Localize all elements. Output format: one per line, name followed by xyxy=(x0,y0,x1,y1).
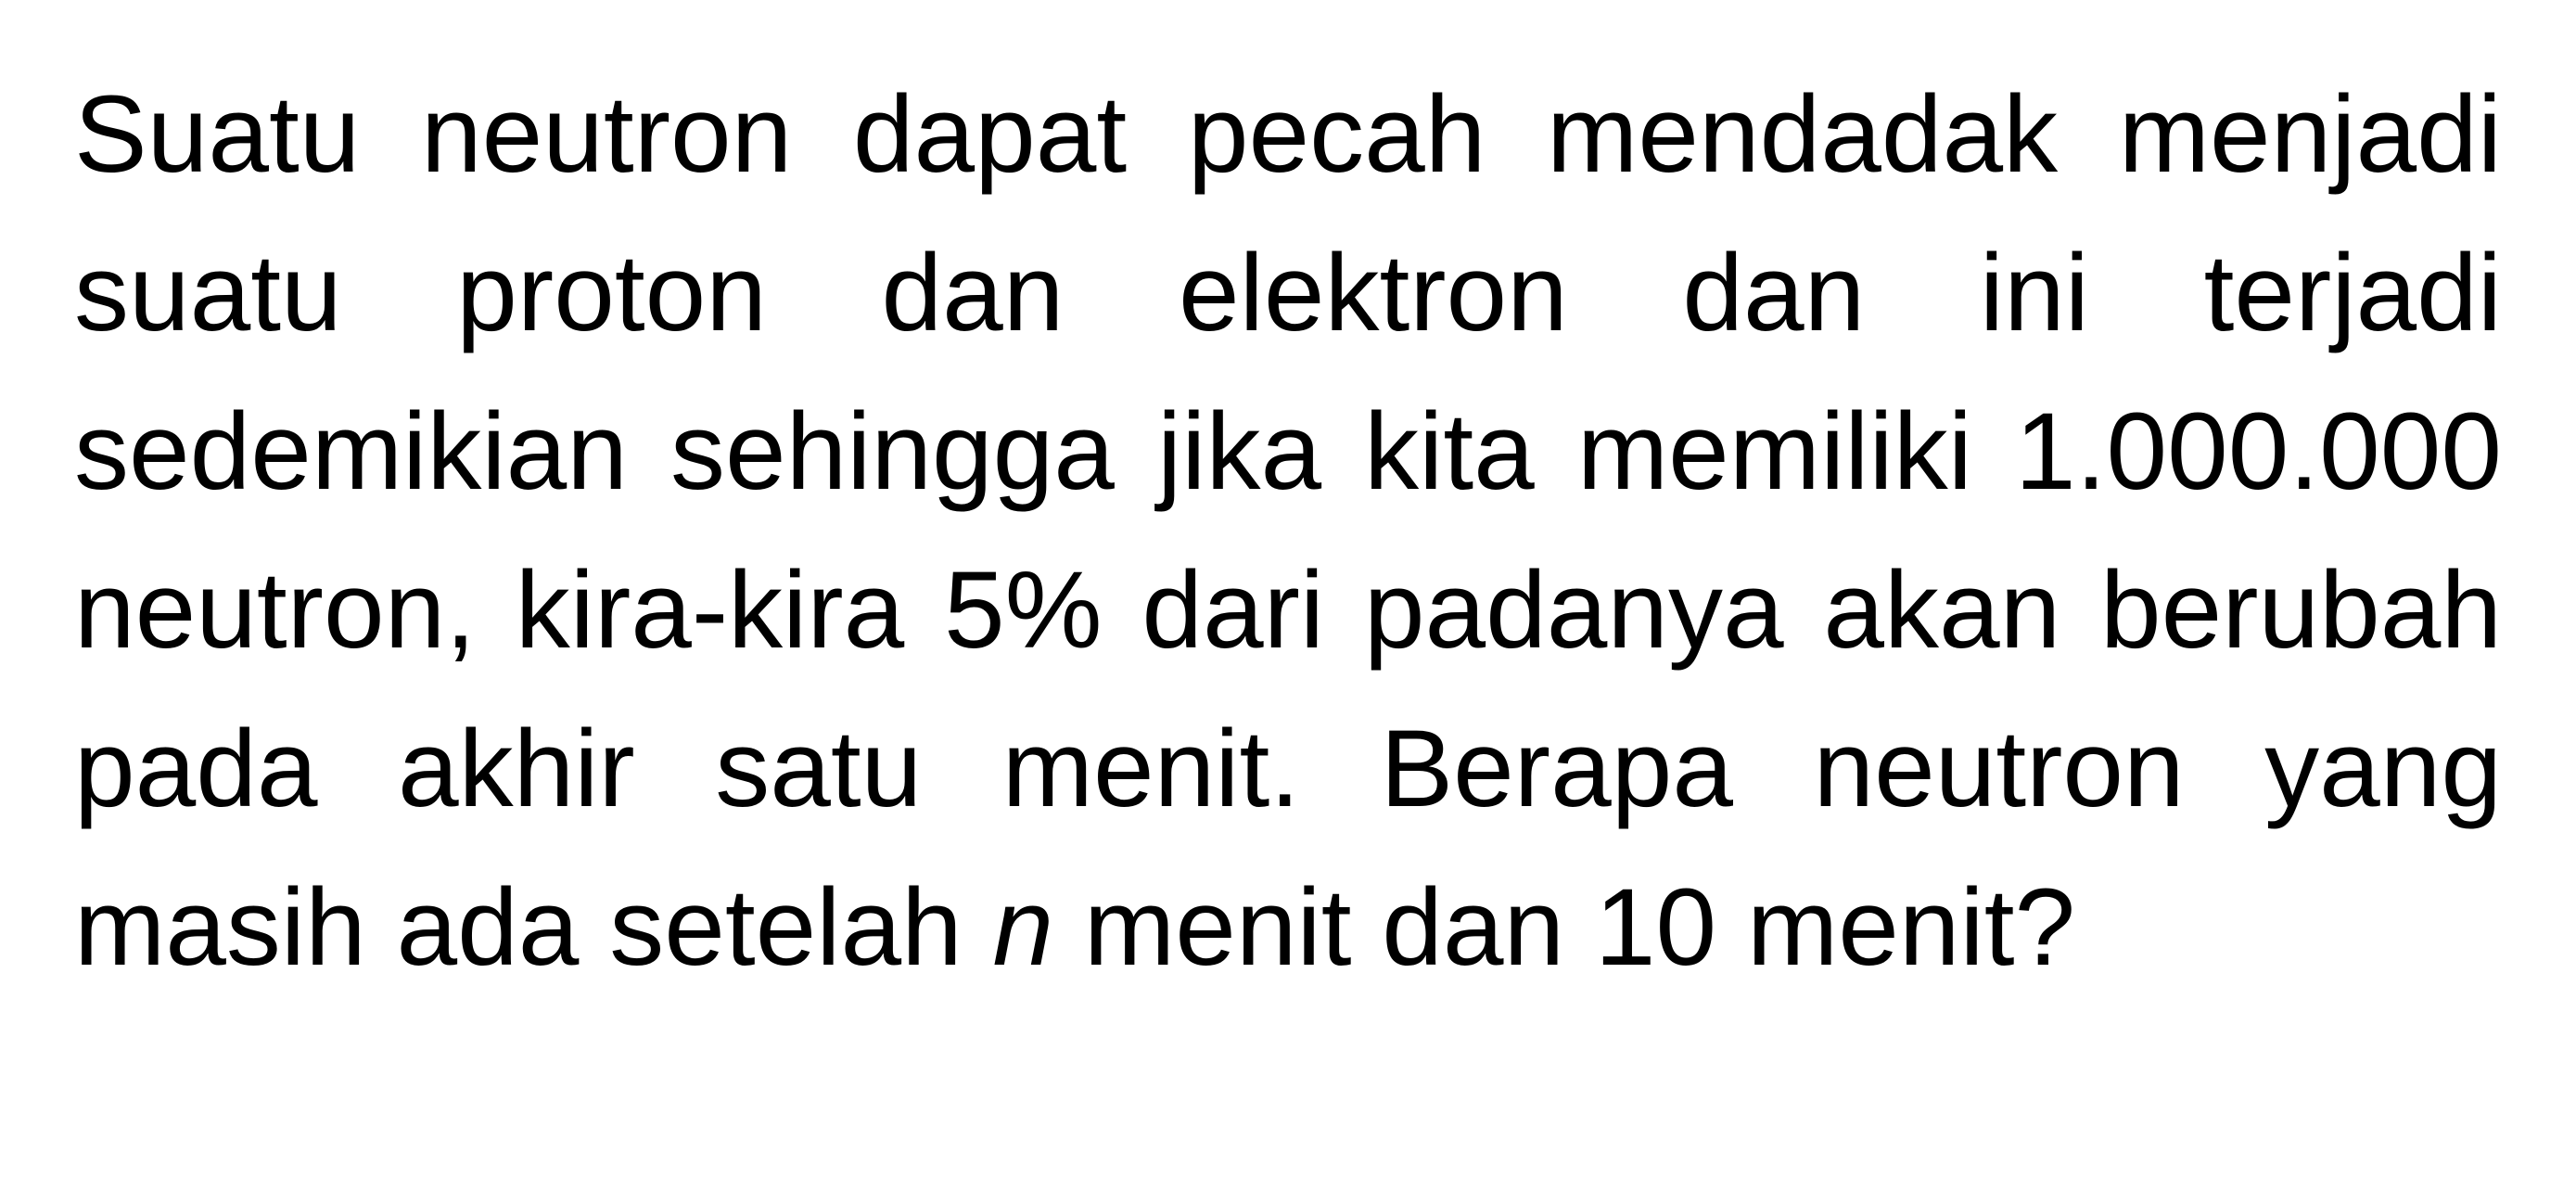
problem-text-part1: Suatu neutron dapat pecah mendadak menja… xyxy=(74,73,2502,989)
problem-text-part2: menit dan 10 menit? xyxy=(1053,866,2075,989)
problem-variable-n: n xyxy=(993,866,1054,989)
problem-text-container: Suatu neutron dapat pecah mendadak menja… xyxy=(74,56,2502,1008)
